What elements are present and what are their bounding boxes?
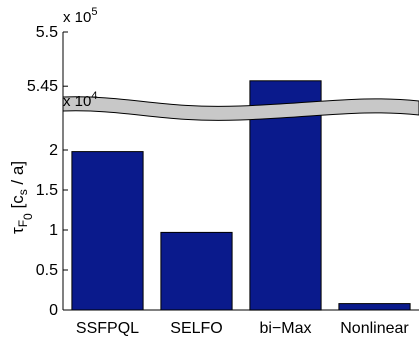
y-tick-upper-label: 5.5 xyxy=(36,24,58,41)
y-tick-label: 1 xyxy=(49,222,58,239)
category-label: SSFPQL xyxy=(76,320,139,337)
y-tick-label: 1.5 xyxy=(36,182,58,199)
category-labels-group: SSFPQL SELFO bi−Max Nonlinear xyxy=(76,320,409,337)
y-tick-label: 0.5 xyxy=(36,262,58,279)
category-label: Nonlinear xyxy=(340,320,409,337)
y-tick-label: 2 xyxy=(49,142,58,159)
upper-multiplier-label: x 105 xyxy=(63,6,97,26)
bars-group xyxy=(71,80,411,311)
ticks-group: 0 0.5 1 1.5 2 5.45 5.5 xyxy=(27,24,68,319)
category-label: SELFO xyxy=(170,320,222,337)
axis-break-band xyxy=(62,96,419,121)
y-tick-label: 0 xyxy=(49,302,58,319)
category-label: bi−Max xyxy=(259,320,311,337)
y-tick-upper-label: 5.45 xyxy=(27,78,58,95)
bar-selfo xyxy=(160,231,233,311)
bar-ssfpql xyxy=(71,151,144,311)
lower-multiplier-label: x 104 xyxy=(63,90,97,110)
y-axis-label: τF0 [cs / a] xyxy=(8,161,35,234)
bar-nonlinear xyxy=(338,303,411,311)
